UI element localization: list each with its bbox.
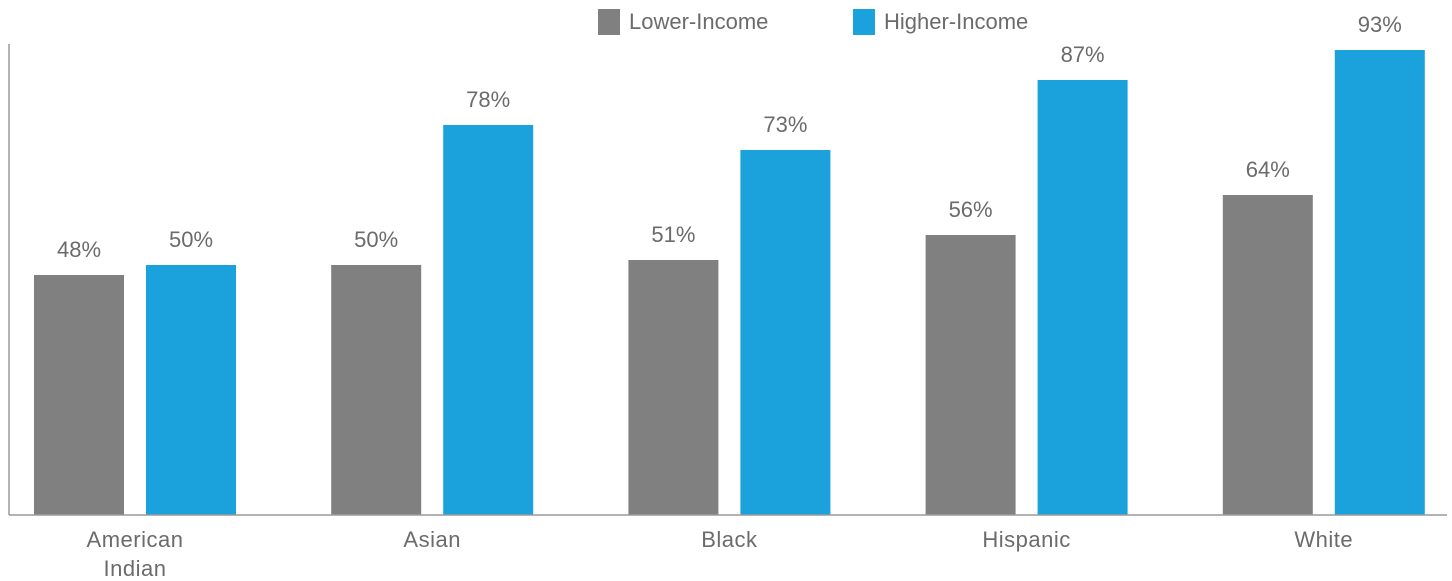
x-tick-label-3: Hispanic: [982, 527, 1070, 552]
bar-lower-income-0: [34, 275, 124, 515]
bar-higher-income-4: [1334, 50, 1425, 515]
legend-label-higher-income: Higher-Income: [884, 9, 1028, 34]
data-label-lower-income-1: 50%: [354, 227, 398, 252]
data-label-lower-income-0: 48%: [57, 237, 101, 262]
bar-higher-income-3: [1037, 80, 1128, 515]
data-label-lower-income-3: 56%: [949, 197, 993, 222]
bars: [34, 50, 1425, 515]
x-tick-label-4: White: [1294, 527, 1353, 552]
bar-lower-income-3: [925, 235, 1016, 515]
x-tick-label-1: Asian: [403, 527, 461, 552]
x-axis-ticks: American Indian Asian Black Hispanic White: [87, 527, 1353, 581]
bar-lower-income-1: [331, 265, 422, 515]
legend-swatch-higher-income: [853, 9, 875, 35]
bar-lower-income-2: [628, 260, 719, 515]
data-label-higher-income-1: 78%: [466, 87, 510, 112]
data-label-higher-income-2: 73%: [763, 112, 807, 137]
x-tick-label-0: American Indian: [87, 527, 184, 581]
legend-label-lower-income: Lower-Income: [629, 9, 768, 34]
data-label-higher-income-0: 50%: [169, 227, 213, 252]
bar-higher-income-2: [740, 150, 831, 515]
bar-lower-income-4: [1222, 195, 1313, 515]
x-tick-label-2: Black: [701, 527, 758, 552]
legend: Lower-Income Higher-Income: [598, 9, 1028, 35]
data-label-higher-income-4: 93%: [1358, 12, 1402, 37]
data-label-higher-income-3: 87%: [1061, 42, 1105, 67]
bar-higher-income-1: [443, 125, 534, 515]
data-labels: 48% 50% 50% 78% 51% 73% 56% 87% 64% 93%: [57, 12, 1402, 262]
data-label-lower-income-4: 64%: [1246, 157, 1290, 182]
bar-higher-income-0: [146, 265, 236, 515]
legend-swatch-lower-income: [598, 9, 620, 35]
data-label-lower-income-2: 51%: [651, 222, 695, 247]
